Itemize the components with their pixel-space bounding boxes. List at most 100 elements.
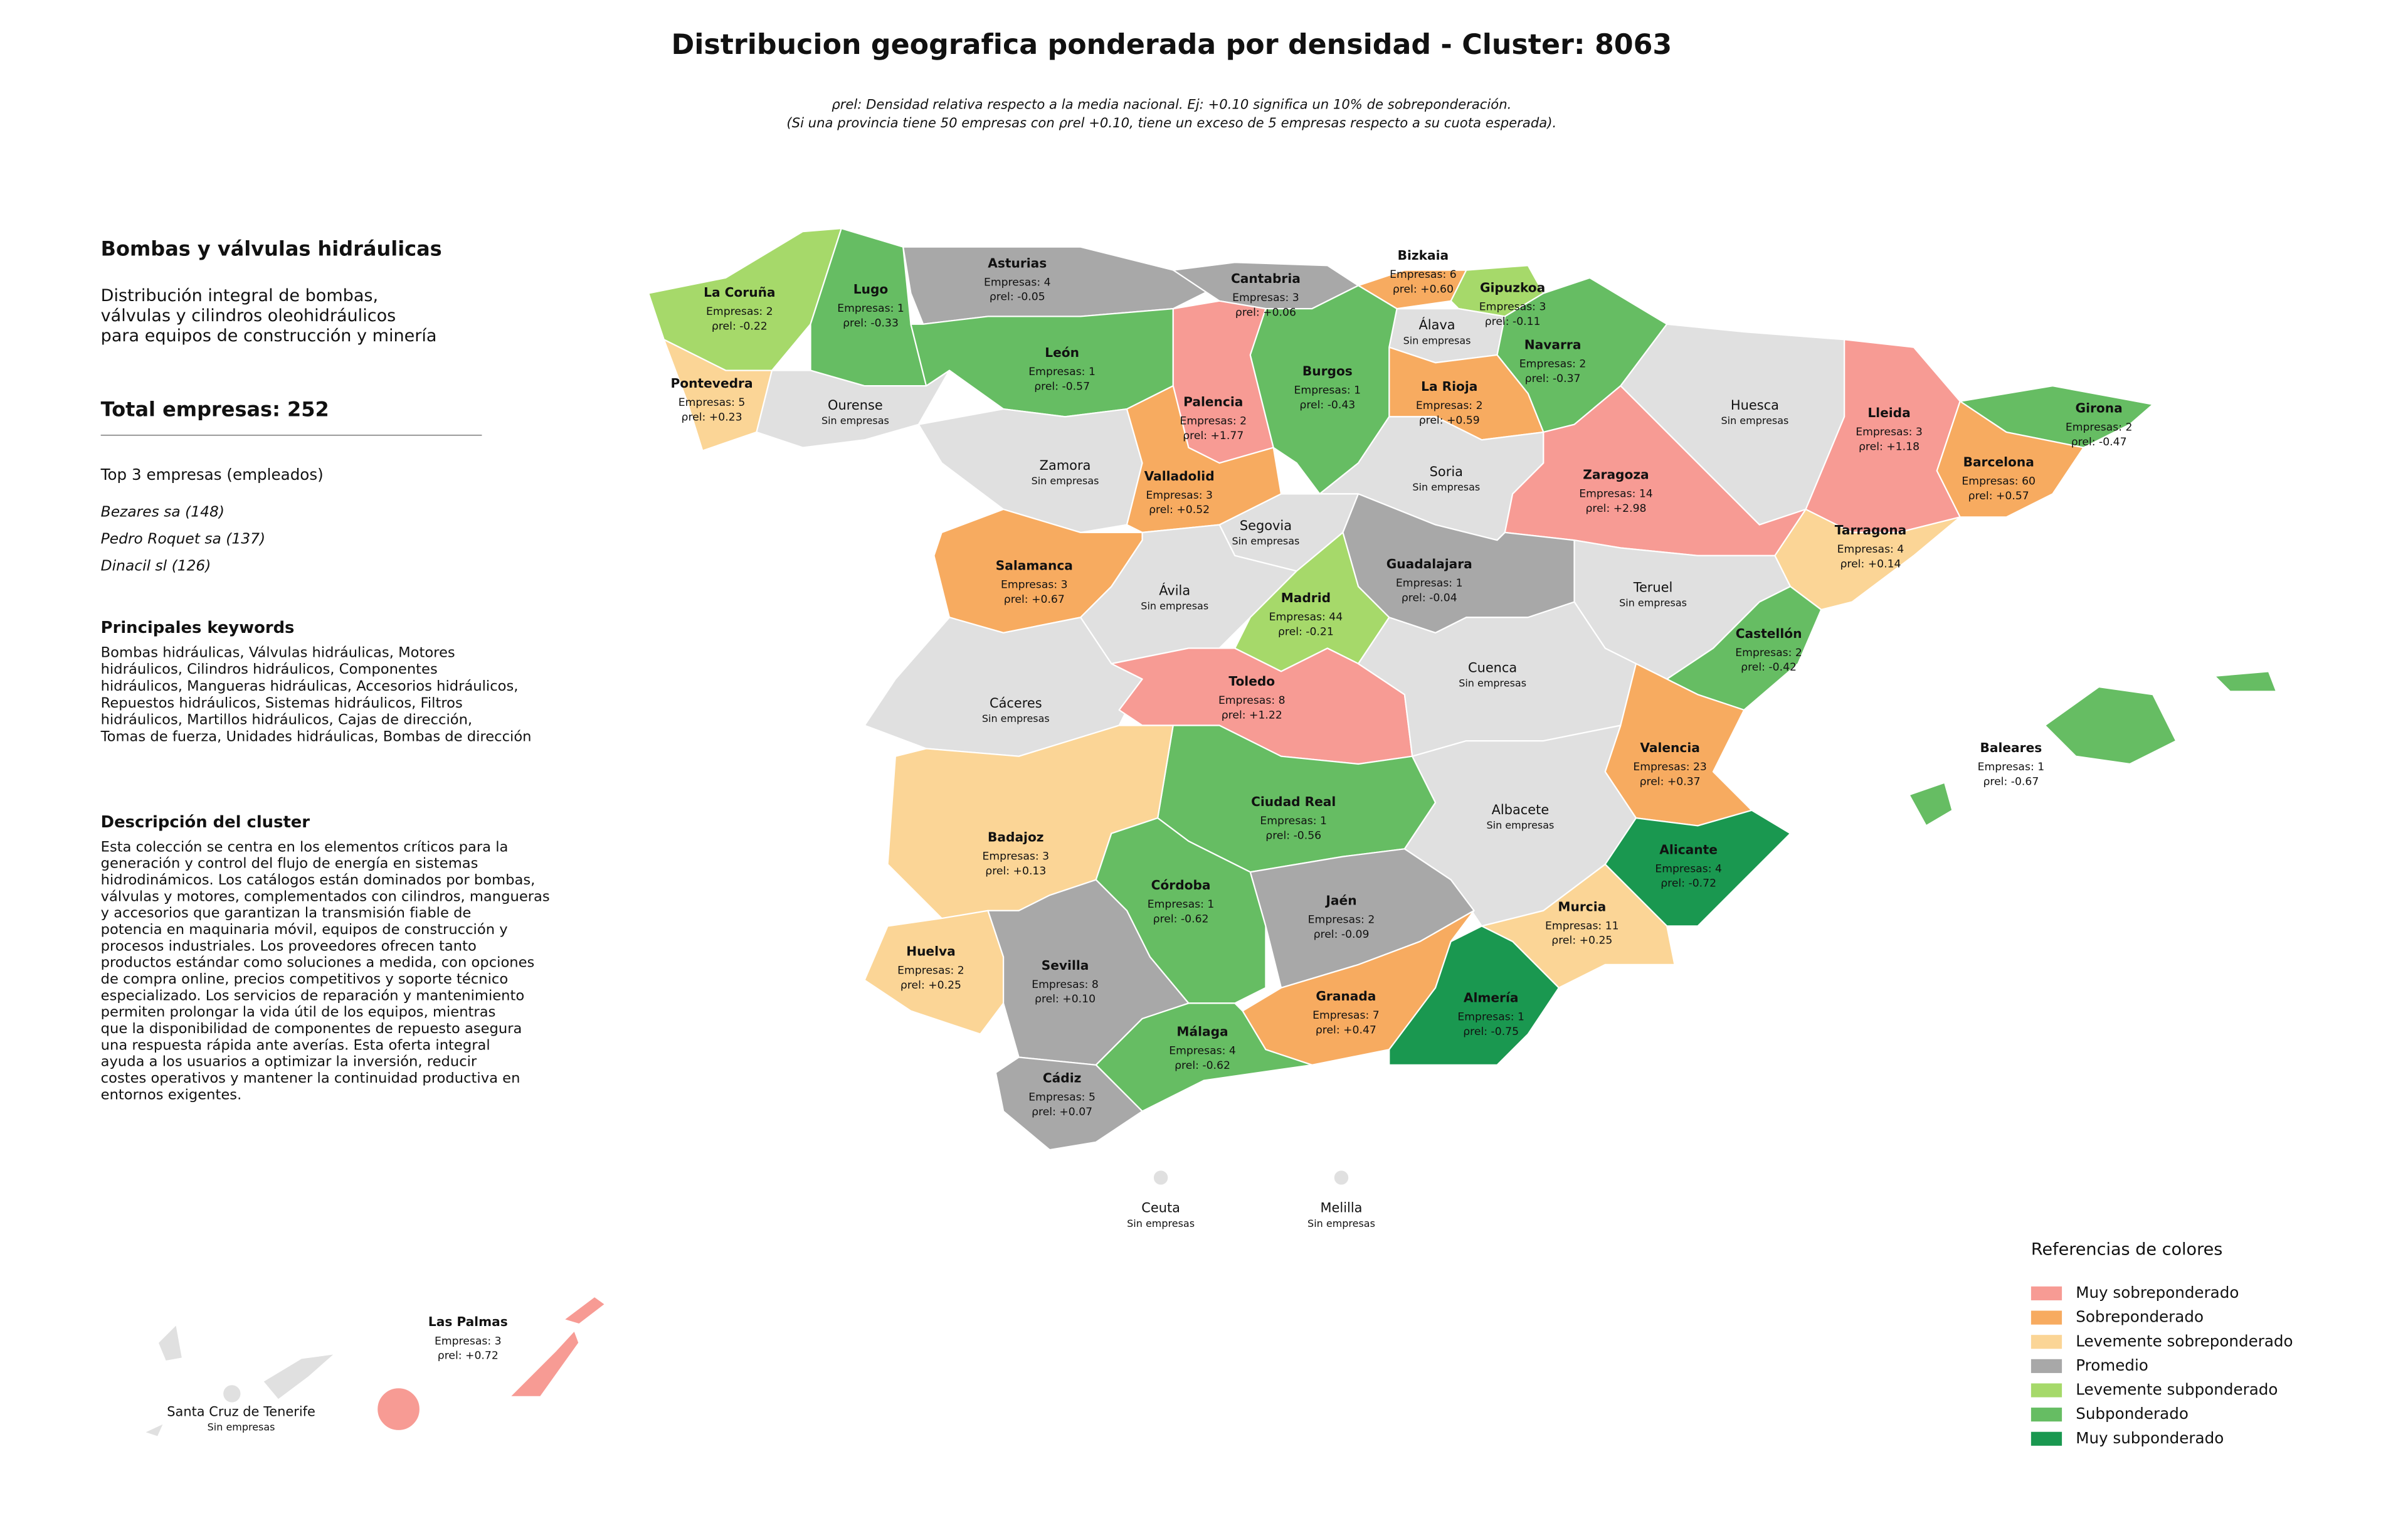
province-detail: Empresas: 2	[1416, 400, 1483, 412]
province-name: Lugo	[853, 282, 888, 297]
province-shape	[995, 1056, 1143, 1151]
legend-label: Levemente subponderado	[2076, 1381, 2278, 1399]
province-detail: ρrel: +0.13	[985, 865, 1046, 878]
province-shape	[143, 1422, 165, 1438]
keywords-line: hidráulicos, Mangueras hidráulicas, Acce…	[101, 678, 519, 694]
cluster-line: permiten prolongar la vida útil de los e…	[101, 1004, 496, 1021]
province-detail: Empresas: 44	[1269, 611, 1343, 623]
province-detail: Sin empresas	[821, 415, 889, 427]
province-name: Huelva	[906, 944, 956, 959]
province-detail: ρrel: -0.09	[1314, 928, 1370, 941]
province-detail: ρrel: -0.75	[1463, 1026, 1519, 1038]
province-detail: Sin empresas	[1619, 597, 1687, 609]
province-detail: Empresas: 3	[435, 1335, 502, 1347]
province-name: Melilla	[1321, 1201, 1363, 1216]
legend-swatch	[2030, 1335, 2062, 1349]
province-detail: Empresas: 1	[1457, 1011, 1524, 1024]
province-detail: ρrel: +0.10	[1035, 993, 1096, 1005]
province-name: Segovia	[1240, 518, 1292, 533]
province-name: Albacete	[1492, 802, 1550, 817]
province-detail: Sin empresas	[1032, 475, 1099, 487]
province-detail: Sin empresas	[1459, 677, 1526, 689]
province	[143, 1324, 336, 1438]
province-detail: ρrel: +0.72	[438, 1350, 499, 1362]
province	[1388, 925, 1560, 1066]
province-name: La Rioja	[1421, 379, 1477, 394]
province-detail: Empresas: 7	[1312, 1009, 1380, 1022]
province-detail: Empresas: 3	[1856, 426, 1923, 438]
province-detail: Empresas: 4	[1655, 862, 1722, 875]
province-shape	[376, 1386, 421, 1432]
province-detail: ρrel: +0.23	[682, 411, 742, 424]
province-detail: ρrel: +0.37	[1640, 775, 1701, 788]
legend-swatch	[2030, 1431, 2062, 1446]
province-shape	[1152, 1169, 1170, 1186]
legend-swatch	[2030, 1286, 2062, 1301]
province-detail: Empresas: 60	[1962, 475, 2036, 488]
province-name: Gipuzkoa	[1480, 280, 1545, 295]
legend-title: Referencias de colores	[2031, 1240, 2222, 1260]
top-title: Top 3 empresas (empleados)	[100, 465, 324, 484]
province-name: Almería	[1464, 990, 1519, 1005]
province-detail: Empresas: 23	[1633, 761, 1707, 773]
legend-swatch	[2030, 1310, 2062, 1325]
province-detail: ρrel: +0.57	[1968, 490, 2029, 502]
province-name: Burgos	[1302, 364, 1353, 379]
cluster-line: Esta colección se centra en los elemento…	[101, 839, 509, 855]
province-detail: ρrel: +1.18	[1859, 440, 1920, 453]
province-detail: Empresas: 8	[1218, 694, 1286, 707]
province-detail: ρrel: +0.52	[1149, 504, 1210, 516]
province-detail: Empresas: 3	[1479, 301, 1546, 314]
province	[917, 408, 1143, 534]
province-name: León	[1045, 345, 1079, 360]
province-detail: ρrel: +0.07	[1032, 1106, 1092, 1118]
province-name: Lleida	[1867, 405, 1910, 420]
legend-label: Sobreponderado	[2076, 1308, 2204, 1326]
legend-label: Promedio	[2076, 1356, 2148, 1374]
province-detail: Empresas: 8	[1032, 979, 1099, 991]
province-name: Cáceres	[990, 696, 1042, 711]
province-detail: Empresas: 2	[897, 965, 964, 977]
keywords-line: hidráulicos, Cilindros hidráulicos, Comp…	[101, 661, 438, 677]
province-name: Pontevedra	[671, 376, 753, 391]
legend-label: Subponderado	[2076, 1404, 2189, 1423]
keywords-line: Tomas de fuerza, Unidades hidráulicas, B…	[100, 728, 532, 745]
province	[995, 1056, 1143, 1151]
cluster-line: válvulas y motores, complementados con c…	[101, 888, 550, 905]
province-name: Navarra	[1524, 337, 1582, 353]
cluster-line: ayuda a los usuarios a optimizar la inve…	[101, 1054, 477, 1070]
province-shape	[157, 1324, 184, 1362]
province-shape	[221, 1384, 242, 1404]
province-detail: Empresas: 4	[1837, 543, 1904, 556]
cluster-title: Descripción del cluster	[101, 813, 310, 832]
province-name: Santa Cruz de Tenerife	[167, 1404, 315, 1419]
legend-label: Muy subponderado	[2076, 1429, 2224, 1447]
top-company: Bezares sa (148)	[101, 502, 224, 520]
cluster-line: productos estándar como soluciones a med…	[101, 955, 535, 971]
province-shape	[1388, 925, 1560, 1066]
province-name: Palencia	[1183, 395, 1243, 410]
cluster-line: generación y control del flujo de energí…	[101, 856, 478, 872]
page-title: Distribucion geografica ponderada por de…	[671, 29, 1672, 61]
province-detail: ρrel: -0.33	[843, 317, 899, 329]
province-detail: ρrel: +2.98	[1585, 502, 1646, 515]
province-detail: Empresas: 1	[1396, 577, 1463, 590]
province-detail: ρrel: +0.14	[1840, 558, 1901, 570]
province-shape	[756, 369, 951, 448]
province-detail: ρrel: -0.43	[1299, 399, 1355, 411]
total: Total empresas: 252	[101, 398, 329, 422]
province-name: Badajoz	[988, 830, 1043, 845]
province-name: Álava	[1418, 317, 1455, 332]
province-detail: Sin empresas	[1403, 334, 1471, 346]
legend-label: Levemente sobreponderado	[2076, 1332, 2293, 1350]
province-detail: Empresas: 2	[1519, 358, 1587, 371]
province-detail: Sin empresas	[1721, 415, 1789, 427]
province-detail: Empresas: 3	[1146, 489, 1213, 502]
cluster-line: procesos industriales. Los proveedores o…	[101, 938, 477, 954]
province-name: Huesca	[1731, 398, 1779, 413]
cluster-line: potencia en maquinaria móvil, equipos de…	[101, 921, 508, 938]
province-name: Salamanca	[996, 558, 1073, 573]
cluster-line: y accesorios que garantizan la transmisi…	[101, 905, 472, 921]
province-detail: ρrel: -0.05	[990, 291, 1045, 304]
